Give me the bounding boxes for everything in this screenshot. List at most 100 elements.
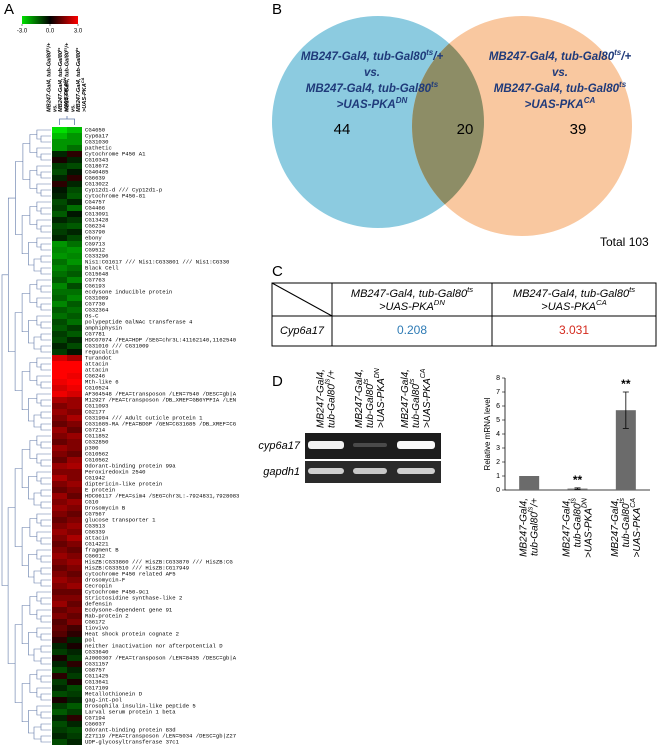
heatmap-cell xyxy=(67,709,82,715)
heatmap-cell xyxy=(67,331,82,337)
heatmap-cell xyxy=(67,223,82,229)
heatmap-cell xyxy=(52,211,67,217)
row-dendrogram xyxy=(36,201,51,212)
total-label: Total xyxy=(600,235,625,249)
heatmap-cell xyxy=(67,625,82,631)
heatmap-cell xyxy=(67,229,82,235)
heatmap-cell xyxy=(67,259,82,265)
gene-label: CG9713 xyxy=(85,240,105,247)
row-dendrogram xyxy=(14,468,23,547)
heatmap-cell xyxy=(52,331,67,337)
gene-label: CG6037 xyxy=(85,720,105,727)
y-tick-label: 6 xyxy=(496,403,500,410)
heatmap-cell xyxy=(67,733,82,739)
label-line: MB247-Gal4, tub-Gal80ts/+ xyxy=(62,42,71,112)
row-dendrogram xyxy=(33,726,41,740)
gene-label: CG6172 xyxy=(85,618,105,625)
heatmap-cell xyxy=(67,127,82,133)
text-segment: MB247-Gal4, tub-Gal80 xyxy=(301,51,427,63)
text-segment: tub-Gal80 xyxy=(529,512,540,556)
heatmap-cell xyxy=(52,523,67,529)
heatmap-cell xyxy=(67,427,82,433)
gene-label: CG31685-RA /FEA=BDGP /GEN=CG31685 /DB_XR… xyxy=(85,420,237,427)
superscript: ts xyxy=(619,498,626,504)
heatmap-cell xyxy=(67,493,82,499)
row-dendrogram xyxy=(7,507,16,664)
heatmap-cell xyxy=(67,529,82,535)
gel-image xyxy=(305,433,441,483)
text-segment: MB247-Gal4, tub-Gal80 xyxy=(306,83,432,95)
gene-label: Strictosidine synthase-like 2 xyxy=(85,594,182,601)
lane-label: MB247-Gal4, tub-Gal80ts >UAS-PKADN xyxy=(354,367,387,428)
label-line: MB247-Gal4, tub-Gal80ts xyxy=(494,80,627,95)
heatmap-cell xyxy=(67,547,82,553)
heatmap-cell xyxy=(67,139,82,145)
heatmap-cell xyxy=(52,583,67,589)
row-dendrogram xyxy=(36,531,51,542)
gene-label: M12927 /FEA=transposon /DB_XREF=GB6YPFIA… xyxy=(85,396,236,403)
label-line: >UAS-PKACA xyxy=(420,368,432,428)
heatmap-cell xyxy=(52,379,67,385)
row-dendrogram xyxy=(29,206,37,225)
superscript: CA xyxy=(630,498,637,508)
column-label: MB247-Gal4, tub-Gal80ts/+vs. MB247-Gal4, … xyxy=(62,42,88,112)
row-dendrogram xyxy=(21,527,30,567)
heatmap-cell xyxy=(52,691,67,697)
gene-label: CG31157 xyxy=(85,660,109,667)
heatmap-cell xyxy=(52,319,67,325)
heatmap-cell xyxy=(67,637,82,643)
gene-label: CG40485 xyxy=(85,168,109,175)
row-dendrogram xyxy=(40,567,51,575)
row-dendrogram xyxy=(33,414,41,428)
heatmap-cell xyxy=(67,247,82,253)
row-dendrogram xyxy=(40,579,51,587)
table-value: 0.208 xyxy=(397,323,427,337)
heatmap-cell xyxy=(52,619,67,625)
heatmap-cell xyxy=(52,679,67,685)
heatmap-cell xyxy=(52,277,67,283)
superscript: CA xyxy=(596,298,607,307)
heatmap-cell xyxy=(67,433,82,439)
heatmap-cell xyxy=(52,181,67,187)
heatmap-cell xyxy=(67,535,82,541)
colorbar-label: 3.0 xyxy=(74,29,83,35)
row-dendrogram xyxy=(40,345,51,353)
label-line: >UAS-PKACA xyxy=(525,96,596,111)
heatmap-cell xyxy=(52,595,67,601)
row-dendrogram xyxy=(40,645,51,653)
heatmap-cell xyxy=(52,307,67,313)
gene-label: attacin xyxy=(85,366,109,373)
heatmap-cell xyxy=(52,433,67,439)
text-segment: MB247-Gal4, xyxy=(315,369,326,428)
text-segment: tub-Gal80 xyxy=(411,384,422,428)
heatmap-cell xyxy=(52,199,67,205)
table-value: 3.031 xyxy=(559,323,589,337)
heatmap-cell xyxy=(52,505,67,511)
heatmap-cell xyxy=(52,391,67,397)
row-dendrogram xyxy=(40,501,51,509)
gene-label: Ecdysone-dependent gene 91 xyxy=(85,606,173,613)
heatmap-cell xyxy=(52,163,67,169)
superscript: CA xyxy=(584,96,596,105)
heatmap-cell xyxy=(67,151,82,157)
heatmap-cell xyxy=(52,241,67,247)
heatmap-cell xyxy=(67,667,82,673)
heatmap-cell xyxy=(67,325,82,331)
row-dendrogram xyxy=(36,453,51,464)
heatmap-cell xyxy=(67,295,82,301)
heatmap-cell xyxy=(67,577,82,583)
gene-label: ecdysone inducible protein xyxy=(85,288,172,295)
heatmap-cell xyxy=(52,145,67,151)
heatmap-cell xyxy=(67,607,82,613)
heatmap-cell xyxy=(67,373,82,379)
gene-label: CG31030 xyxy=(85,138,109,145)
heatmap-cell xyxy=(52,349,67,355)
y-tick-label: 2 xyxy=(496,459,500,466)
row-dendrogram xyxy=(40,363,51,371)
heatmap-cell xyxy=(67,169,82,175)
row-dendrogram xyxy=(40,657,51,665)
text-segment: MB247-Gal4, xyxy=(400,369,411,428)
label-line: MB247-Gal4, tub-Gal80ts/+ xyxy=(301,48,444,63)
heatmap-cell xyxy=(67,175,82,181)
label-line: >UAS-PKADN xyxy=(379,298,445,313)
